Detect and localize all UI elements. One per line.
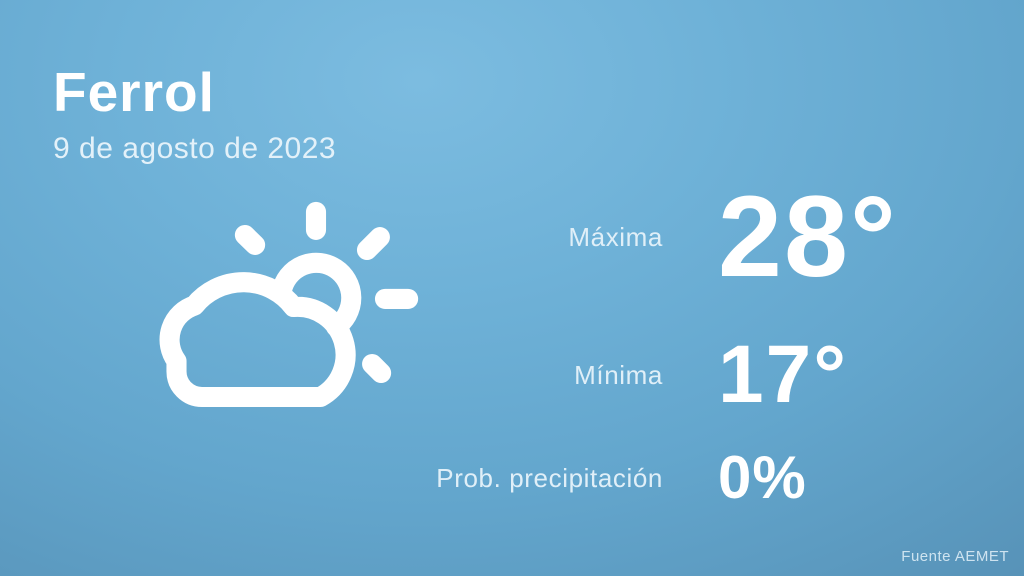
- precipitation-label: Prob. precipitación: [436, 462, 663, 493]
- sun-behind-cloud-icon: [145, 190, 445, 436]
- metric-row-max: Máxima 28°: [400, 160, 1010, 314]
- data-source-credit: Fuente AEMET: [901, 548, 1009, 565]
- metric-row-min: Mínima 17°: [400, 314, 1010, 436]
- forecast-date: 9 de agosto de 2023: [53, 131, 337, 165]
- metrics-panel: Máxima 28° Mínima 17° Prob. precipitació…: [400, 160, 1010, 520]
- metric-row-precipitation: Prob. precipitación 0%: [400, 436, 1010, 520]
- max-temp-value: 28°: [718, 172, 898, 301]
- precipitation-value: 0%: [718, 444, 807, 511]
- city-title: Ferrol: [53, 61, 215, 123]
- header: Ferrol 9 de agosto de 2023: [53, 61, 337, 166]
- min-temp-value: 17°: [718, 329, 849, 420]
- min-temp-label: Mínima: [574, 359, 663, 390]
- max-temp-label: Máxima: [568, 221, 663, 252]
